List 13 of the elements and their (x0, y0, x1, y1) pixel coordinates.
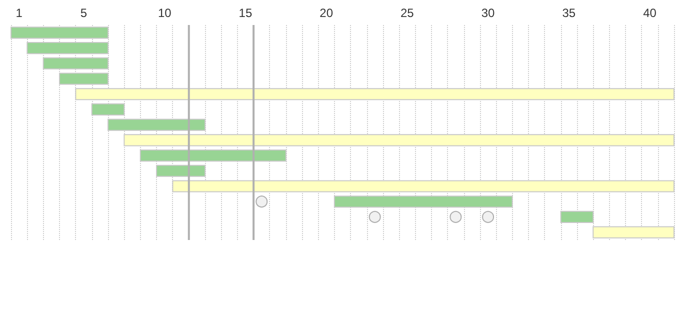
x-tick-label: 1 (16, 6, 23, 20)
x-tick-label: 25 (400, 6, 414, 20)
x-tick-label: 5 (80, 6, 88, 20)
point (368, 210, 381, 223)
x-tick-label: 15 (238, 6, 252, 20)
x-tick-label: 10 (158, 6, 172, 20)
x-tick-label: 40 (643, 6, 657, 20)
x-tick-label: 30 (481, 6, 496, 20)
x-tick-label: 35 (562, 6, 576, 20)
point (482, 210, 494, 223)
point (450, 210, 462, 223)
x-tick-label: 20 (320, 6, 334, 20)
point (256, 196, 268, 208)
